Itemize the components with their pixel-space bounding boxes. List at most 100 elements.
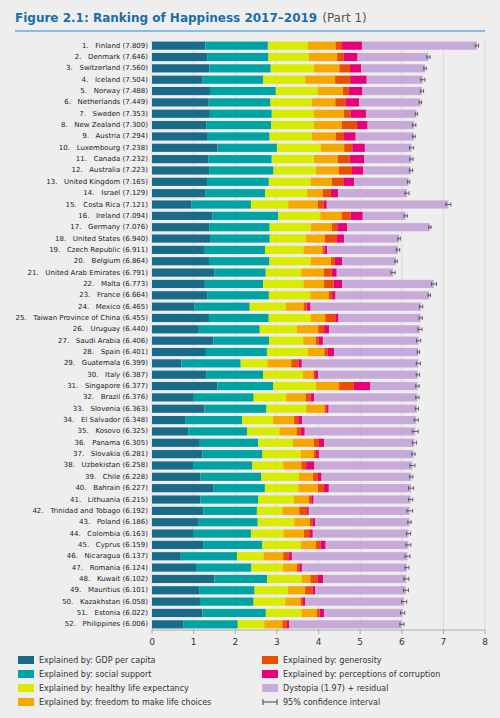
error-cap xyxy=(414,463,415,467)
x-tick-label: 2 xyxy=(232,637,238,647)
y-tick-label: 16. Ireland (7.094) xyxy=(78,212,148,220)
y-tick-label: 19. Czech Republic (6.911) xyxy=(49,246,148,254)
error-cap xyxy=(450,203,451,207)
bar-segment xyxy=(276,87,318,95)
error-line xyxy=(410,465,415,466)
error-bar xyxy=(405,554,410,558)
bar-segment xyxy=(152,234,210,242)
bar-segment xyxy=(342,121,357,129)
bar-segment xyxy=(152,76,203,84)
bar-segment xyxy=(301,461,306,469)
y-tick-label: 3. Switzerland (7.560) xyxy=(66,64,148,72)
error-bar xyxy=(412,452,415,456)
bar-segment xyxy=(152,291,207,299)
x-tick-label: 8 xyxy=(482,637,488,647)
bar-segment xyxy=(210,110,272,118)
bar-segment xyxy=(314,461,412,469)
error-line xyxy=(409,499,413,500)
error-cap xyxy=(408,577,409,581)
x-tick-label: 7 xyxy=(441,637,447,647)
error-bar xyxy=(424,66,426,70)
bar-segment xyxy=(152,598,200,606)
bar-segment xyxy=(152,144,218,152)
error-cap xyxy=(396,248,397,252)
bar-segment xyxy=(279,427,296,435)
bar-segment xyxy=(323,575,406,583)
bar-segment xyxy=(308,348,324,356)
bar-segment xyxy=(306,405,324,413)
legend-label: Dystopia (1.97) + residual xyxy=(283,684,388,693)
bar-segment xyxy=(299,473,313,481)
error-cap xyxy=(394,259,395,263)
error-cap xyxy=(409,157,410,161)
bar-segment xyxy=(301,269,324,277)
bar-segment xyxy=(314,495,411,503)
legend-label: Explained by: generosity xyxy=(283,656,382,665)
bar-segment xyxy=(350,64,361,72)
error-cap xyxy=(412,475,413,479)
bar-segment xyxy=(335,257,342,265)
bar-segment xyxy=(152,439,200,447)
error-bar xyxy=(416,361,420,365)
error-cap xyxy=(415,134,416,138)
legend-label: Explained by: freedom to make life choic… xyxy=(39,698,211,707)
bar-segment xyxy=(325,314,335,322)
bar-segment xyxy=(199,518,258,526)
bar-segment xyxy=(274,166,316,174)
error-line xyxy=(416,374,419,375)
bar-segment xyxy=(181,359,240,367)
bar-segment xyxy=(301,541,316,549)
bar-segment xyxy=(318,325,324,333)
bar-segment xyxy=(342,280,434,288)
subtitle: (Part 1) xyxy=(322,11,367,25)
error-bar xyxy=(396,248,399,252)
error-line xyxy=(416,397,419,398)
error-bar xyxy=(410,157,413,161)
y-tick-label: 29. Guatemala (6.399) xyxy=(64,359,148,367)
bar-segment xyxy=(305,76,335,84)
error-line xyxy=(414,420,418,421)
error-cap xyxy=(407,520,408,524)
error-cap xyxy=(420,361,421,365)
error-bar xyxy=(413,134,415,138)
bar-segment xyxy=(269,257,310,265)
bar-segment xyxy=(283,552,289,560)
bar-segment xyxy=(338,155,350,163)
bar-segment xyxy=(251,529,283,537)
bar-segment xyxy=(152,269,215,277)
bar-segment xyxy=(272,110,314,118)
bar-segment xyxy=(152,280,205,288)
error-cap xyxy=(423,66,424,70)
bar-segment xyxy=(342,257,396,265)
legend-item: Dystopia (1.97) + residual xyxy=(262,684,388,693)
bar-segment xyxy=(251,200,288,208)
bar-segment xyxy=(292,552,408,560)
y-tick-label: 25. Taiwan Province of China (6.455) xyxy=(15,314,148,322)
bar-segment xyxy=(254,598,286,606)
bar-segment xyxy=(269,178,311,186)
bar-segment xyxy=(152,575,214,583)
error-bar xyxy=(416,373,419,377)
error-cap xyxy=(420,339,421,343)
error-cap xyxy=(407,180,408,184)
x-tick xyxy=(152,630,153,634)
bar-segment xyxy=(152,189,205,197)
bar-segment xyxy=(329,291,332,299)
y-tick-label: 18. United States (6.940) xyxy=(55,235,148,243)
bar-segment xyxy=(152,110,210,118)
bar-segment xyxy=(264,620,282,628)
bar-segment xyxy=(308,42,336,50)
bar-segment xyxy=(329,484,411,492)
bar-segment xyxy=(318,371,418,379)
error-line xyxy=(409,170,412,171)
x-tick-label: 3 xyxy=(274,637,280,647)
bar-segment xyxy=(204,405,266,413)
bar-segment xyxy=(322,473,412,481)
y-tick-label: 37. Slovakia (6.281) xyxy=(73,450,148,458)
bar-segment xyxy=(265,484,298,492)
error-cap xyxy=(404,554,405,558)
bar-segment xyxy=(342,42,362,50)
bar-segment xyxy=(335,42,342,50)
error-bar xyxy=(420,89,423,93)
error-line xyxy=(409,488,414,489)
